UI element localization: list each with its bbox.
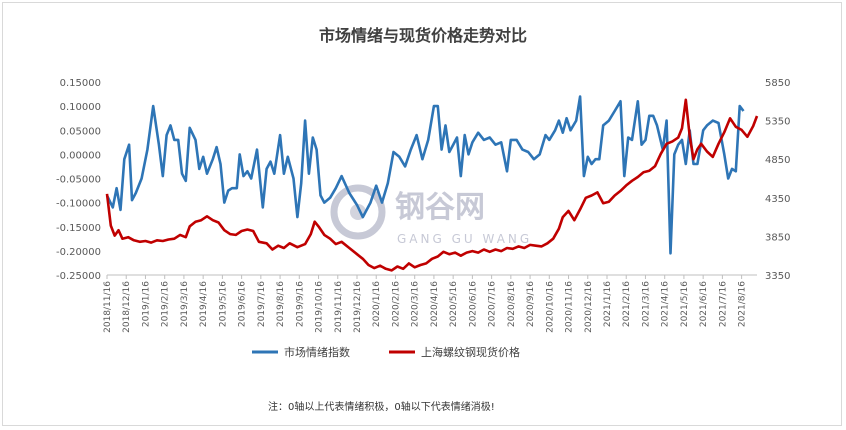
x-tick-label: 2018/12/16 (122, 281, 132, 333)
x-tick-label: 2020/8/16 (507, 281, 517, 327)
x-tick-label: 2020/7/16 (488, 281, 498, 327)
x-tick-label: 2021/5/16 (680, 281, 690, 327)
x-tick-label: 2020/2/16 (391, 281, 401, 327)
x-tick-label: 2021/2/16 (622, 281, 632, 327)
x-tick-label: 2019/2/16 (161, 281, 171, 327)
y-right-tick-label: 4350 (765, 194, 790, 205)
chart-frame (2, 2, 842, 426)
x-tick-label: 2020/12/16 (584, 281, 594, 333)
x-tick-label: 2020/9/16 (526, 281, 536, 327)
y-right-tick-label: 3350 (765, 271, 790, 282)
y-right-tick-label: 4850 (765, 155, 790, 166)
y-left-tick-label: -0.20000 (56, 247, 101, 258)
x-tick-label: 2020/5/16 (449, 281, 459, 327)
x-tick-label: 2018/11/16 (103, 281, 113, 333)
x-tick-label: 2020/10/16 (545, 281, 555, 333)
y-left-tick-label: 0.05000 (60, 126, 101, 137)
x-tick-label: 2019/12/16 (353, 281, 363, 333)
x-tick-label: 2019/7/16 (257, 281, 267, 327)
x-tick-label: 2019/10/16 (315, 281, 325, 333)
x-tick-label: 2019/1/16 (141, 281, 151, 327)
x-tick-label: 2019/6/16 (238, 281, 248, 327)
y-left-tick-label: 0.10000 (60, 102, 101, 113)
y-right-tick-label: 3850 (765, 232, 790, 243)
x-tick-label: 2020/6/16 (468, 281, 478, 327)
x-tick-label: 2021/8/16 (738, 281, 748, 327)
x-tick-label: 2019/8/16 (276, 281, 286, 327)
y-left-tick-label: -0.05000 (56, 175, 101, 186)
y-left-tick-label: -0.25000 (56, 271, 101, 282)
legend-label-sentiment: 市场情绪指数 (284, 345, 350, 359)
series-line-price (105, 98, 759, 272)
x-tick-label: 2019/9/16 (295, 281, 305, 327)
y-left-tick-label: 0.15000 (60, 78, 101, 89)
watermark-subtext: GANG GU WANG (397, 232, 532, 246)
x-tick-label: 2021/3/16 (641, 281, 651, 327)
series-line-sentiment (105, 95, 745, 255)
x-tick-label: 2019/3/16 (180, 281, 190, 327)
x-tick-label: 2021/1/16 (603, 281, 613, 327)
legend: 市场情绪指数 上海螺纹钢现货价格 (252, 345, 520, 359)
x-tick-label: 2019/5/16 (218, 281, 228, 327)
x-tick-label: 2019/11/16 (334, 281, 344, 333)
x-tick-label: 2021/7/16 (718, 281, 728, 327)
y-left-tick-label: -0.15000 (56, 223, 101, 234)
watermark: 钢谷网 GANG GU WANG (330, 184, 532, 246)
chart-note: 注：0轴以上代表情绪积极，0轴以下代表情绪消极! (268, 402, 495, 413)
chart-title: 市场情绪与现货价格走势对比 (318, 26, 527, 45)
x-tick-label: 2020/4/16 (430, 281, 440, 327)
y-left-tick-label: -0.10000 (56, 199, 101, 210)
legend-label-price: 上海螺纹钢现货价格 (421, 345, 520, 359)
x-tick-label: 2020/11/16 (565, 281, 575, 333)
x-tick-label: 2020/1/16 (372, 281, 382, 327)
watermark-logo (330, 184, 386, 240)
y-right-tick-label: 5350 (765, 117, 790, 128)
x-tick-label: 2021/4/16 (661, 281, 671, 327)
watermark-text: 钢谷网 (395, 190, 485, 225)
x-tick-label: 2021/6/16 (699, 281, 709, 327)
y-right-tick-label: 5850 (765, 78, 790, 89)
x-tick-label: 2020/3/16 (411, 281, 421, 327)
x-tick-label: 2019/4/16 (199, 281, 209, 327)
y-left-tick-label: 0.00000 (60, 150, 101, 161)
